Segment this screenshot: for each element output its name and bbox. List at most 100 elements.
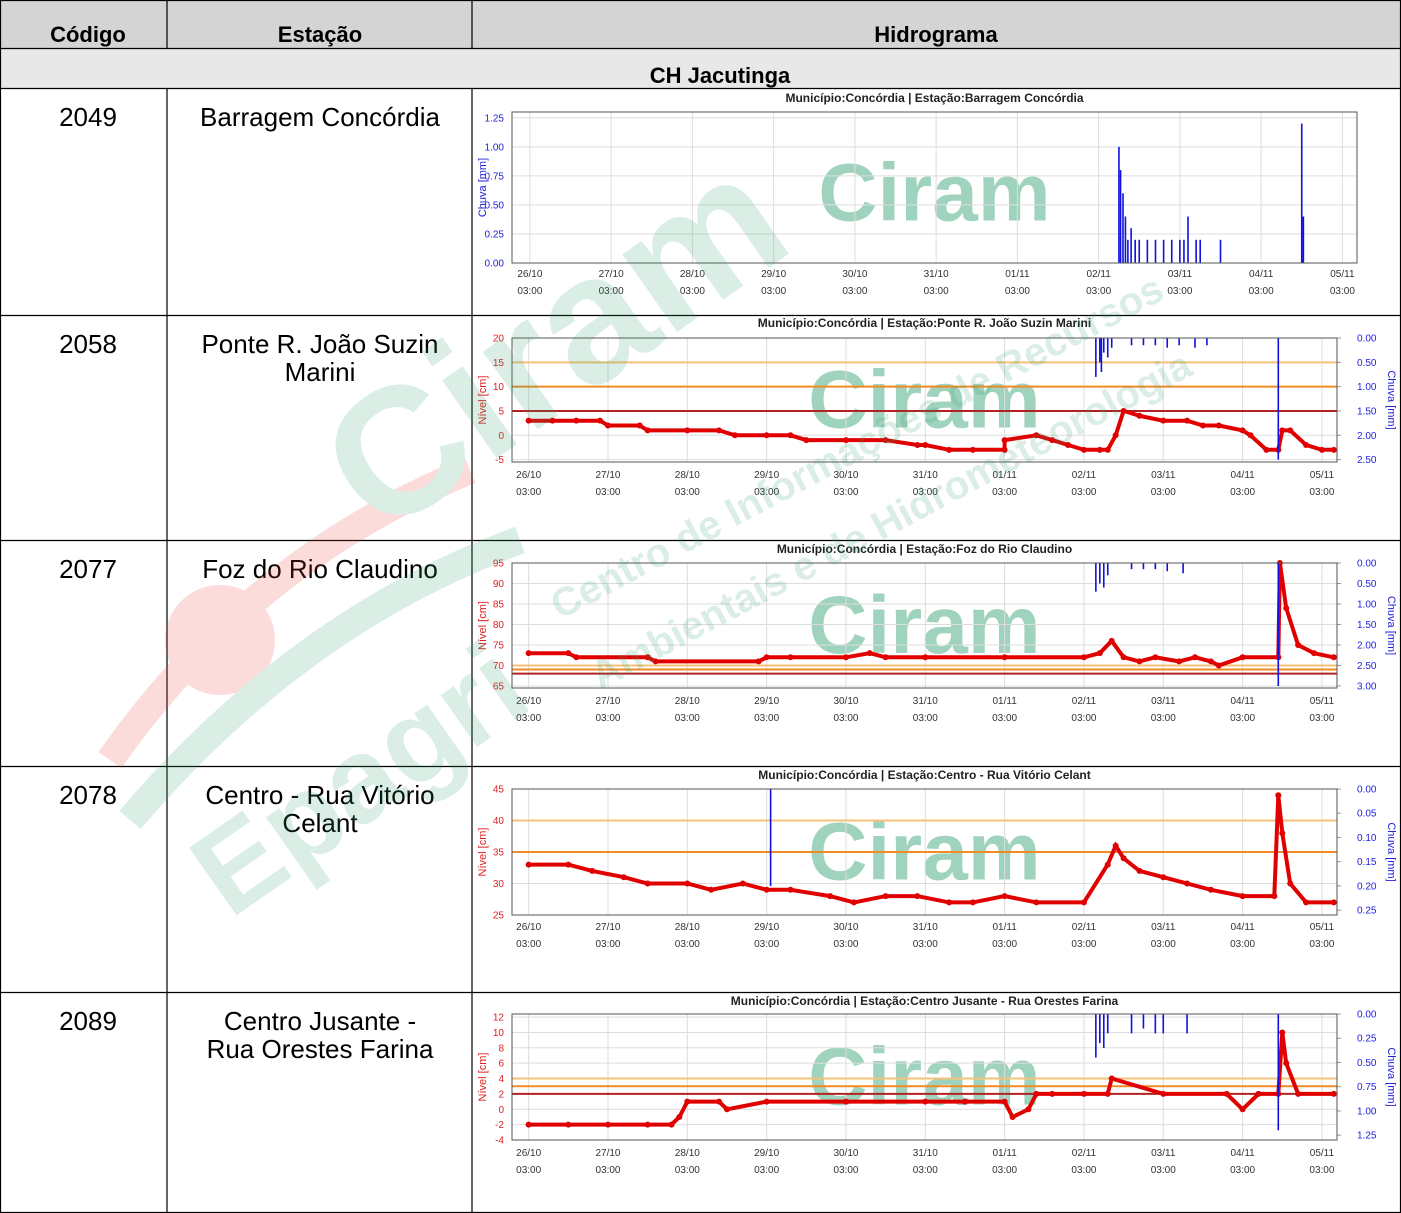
hydrograph: Município:Concórdia | Estação:Foz do Rio…: [477, 542, 1397, 724]
level-point: [1136, 867, 1143, 874]
station-name: Barragem Concórdia: [200, 102, 440, 132]
y2-tick-label: 0.00: [1357, 334, 1377, 345]
level-point: [644, 654, 651, 661]
x-tick-label: 02/11: [1072, 470, 1097, 481]
station-name: Rua Orestes Farina: [207, 1034, 434, 1064]
level-point: [644, 1121, 651, 1128]
level-point: [684, 1098, 691, 1105]
level-point: [716, 427, 723, 434]
level-point: [1207, 886, 1214, 893]
level-point: [1287, 427, 1294, 434]
station-code: 2049: [59, 102, 117, 132]
level-point: [1096, 650, 1103, 657]
level-point: [969, 899, 976, 906]
x-tick-label: 28/10: [675, 470, 700, 481]
x-tick-time: 03:00: [992, 713, 1017, 724]
level-point: [668, 1121, 675, 1128]
level-point: [1176, 658, 1183, 665]
level-point: [644, 427, 651, 434]
level-point: [731, 432, 738, 439]
x-tick-time: 03:00: [675, 1165, 700, 1176]
level-point: [1080, 654, 1087, 661]
station-name: Centro Jusante -: [224, 1006, 416, 1036]
y-tick-label: 40: [493, 816, 505, 827]
level-point: [1239, 1106, 1246, 1113]
y-tick-label: 35: [493, 848, 505, 859]
level-point: [1136, 412, 1143, 419]
x-tick-time: 03:00: [833, 1165, 858, 1176]
level-point: [1001, 893, 1008, 900]
y2-tick-label: 0.00: [1357, 785, 1377, 796]
level-point: [597, 417, 604, 424]
y2-tick-label: 2.50: [1357, 661, 1377, 672]
y2-tick-label: 1.00: [1357, 382, 1377, 393]
level-point: [961, 1098, 968, 1105]
x-tick-label: 01/11: [992, 922, 1017, 933]
level-point: [1120, 855, 1127, 862]
x-tick-label: 03/11: [1168, 269, 1193, 280]
level-point: [549, 417, 556, 424]
y-axis-label: Nível [cm]: [477, 1053, 489, 1102]
y-tick-label: 1.00: [485, 142, 505, 153]
level-point: [1001, 446, 1008, 453]
x-tick-label: 04/11: [1230, 696, 1255, 707]
station-code: 2058: [59, 329, 117, 359]
station-code: 2078: [59, 780, 117, 810]
chart-title: Município:Concórdia | Estação:Centro Jus…: [731, 994, 1119, 1008]
y-tick-label: 6: [498, 1059, 504, 1070]
x-tick-label: 29/10: [754, 922, 779, 933]
x-tick-label: 30/10: [833, 1148, 858, 1159]
x-tick-label: 29/10: [754, 470, 779, 481]
y-tick-label: 5: [498, 406, 504, 417]
level-point: [1080, 899, 1087, 906]
y2-tick-label: 0.00: [1357, 1010, 1377, 1021]
y-tick-label: 0.25: [485, 229, 505, 240]
plot-border: [511, 337, 1338, 463]
y-axis-label: Nível [cm]: [477, 601, 489, 650]
y-tick-label: 45: [493, 785, 505, 796]
x-tick-time: 03:00: [913, 939, 938, 950]
header-bg: [0, 0, 1401, 48]
x-tick-label: 31/10: [913, 1148, 938, 1159]
y-tick-label: 20: [493, 334, 505, 345]
level-point: [573, 417, 580, 424]
x-tick-time: 03:00: [1167, 286, 1192, 297]
y-tick-label: 90: [493, 579, 505, 590]
level-point: [914, 893, 921, 900]
plot-area: [512, 112, 1357, 263]
y-tick-label: 8: [498, 1043, 504, 1054]
level-point: [565, 1121, 572, 1128]
y-tick-label: 0.75: [485, 171, 505, 182]
x-tick-label: 03/11: [1151, 470, 1176, 481]
level-point: [763, 432, 770, 439]
y-tick-label: 10: [493, 1028, 505, 1039]
level-point: [1184, 880, 1191, 887]
x-tick-time: 03:00: [1151, 1165, 1176, 1176]
x-tick-label: 05/11: [1310, 1148, 1335, 1159]
y2-tick-label: 1.50: [1357, 620, 1377, 631]
plot-area: [512, 1014, 1337, 1140]
x-tick-time: 03:00: [1071, 939, 1096, 950]
level-point: [525, 417, 532, 424]
x-tick-label: 26/10: [517, 269, 542, 280]
level-point: [565, 861, 572, 868]
x-tick-time: 03:00: [1309, 487, 1334, 498]
y-tick-label: 4: [498, 1074, 504, 1085]
x-tick-label: 04/11: [1249, 269, 1274, 280]
level-point: [1330, 654, 1337, 661]
level-point: [1247, 432, 1254, 439]
x-tick-time: 03:00: [842, 286, 867, 297]
x-tick-label: 01/11: [992, 470, 1017, 481]
level-point: [882, 437, 889, 444]
y-tick-label: 15: [493, 358, 505, 369]
level-point: [787, 432, 794, 439]
level-point: [1239, 427, 1246, 434]
level-point: [1009, 1113, 1016, 1120]
level-point: [1049, 437, 1056, 444]
x-tick-label: 01/11: [992, 1148, 1017, 1159]
x-tick-time: 03:00: [675, 713, 700, 724]
level-point: [1120, 407, 1127, 414]
x-tick-time: 03:00: [1151, 487, 1176, 498]
level-point: [723, 1106, 730, 1113]
